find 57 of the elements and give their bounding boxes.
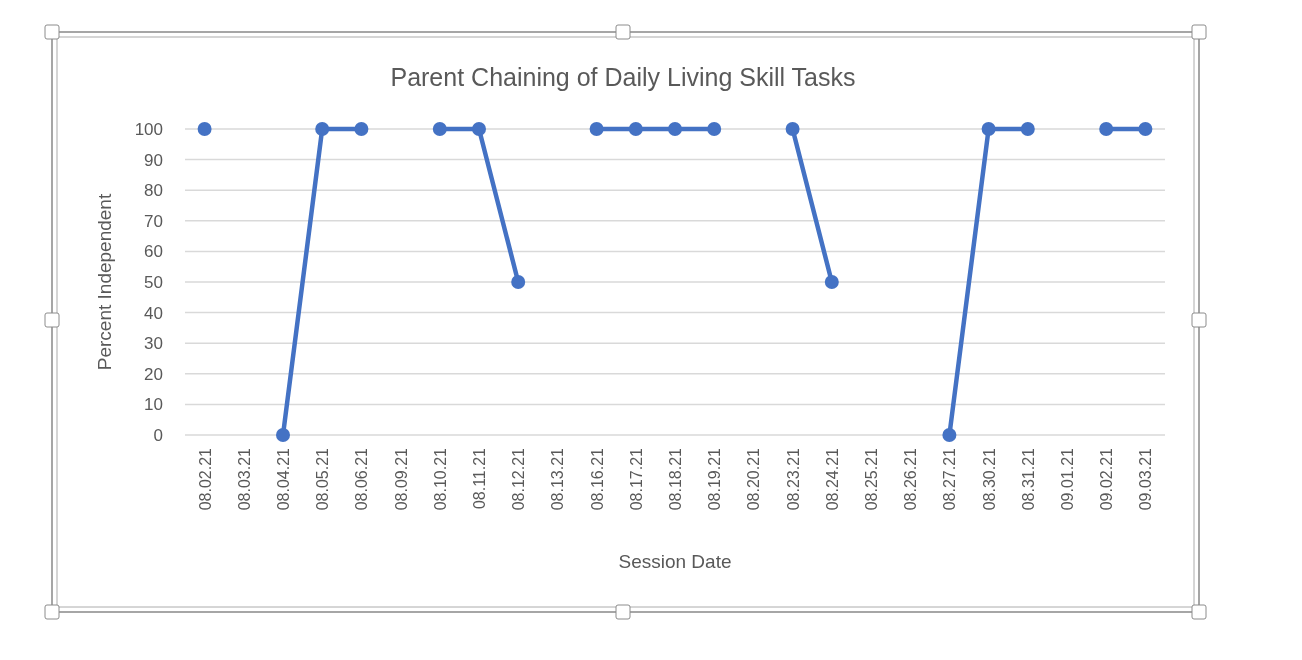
point — [1099, 122, 1114, 136]
x-tick-label: 08.20.21 — [745, 447, 763, 511]
x-tick-label: 08.30.21 — [980, 447, 998, 511]
point — [315, 122, 330, 136]
y-tick-label: 40 — [144, 303, 163, 323]
x-tick-label: 08.12.21 — [510, 447, 528, 511]
x-tick-label: 08.02.21 — [196, 447, 214, 511]
point — [276, 428, 290, 442]
y-tick-label: 90 — [144, 150, 163, 170]
point — [197, 122, 212, 136]
chart-title: Parent Chaining of Daily Living Skill Tasks — [390, 63, 856, 91]
y-tick-label: 30 — [144, 334, 163, 354]
x-tick-label: 08.10.21 — [431, 447, 449, 511]
x-tick-label: 08.11.21 — [471, 447, 488, 510]
x-tick-label: 08.03.21 — [235, 447, 253, 511]
point — [472, 122, 486, 136]
point — [981, 122, 996, 136]
x-tick-label: 09.01.21 — [1059, 447, 1076, 511]
y-tick-label: 10 — [144, 395, 163, 415]
point — [628, 122, 643, 136]
point — [785, 122, 800, 136]
point — [824, 275, 839, 289]
x-tick-label: 08.16.21 — [588, 447, 606, 511]
x-axis-title: Session Date — [618, 551, 732, 572]
y-tick-label: 20 — [144, 364, 163, 384]
point — [1138, 122, 1153, 136]
point — [432, 122, 447, 136]
x-tick-label: 08.13.21 — [549, 447, 567, 511]
point — [707, 122, 722, 136]
x-tick-label: 08.18.21 — [667, 447, 684, 511]
y-tick-label: 80 — [144, 181, 163, 201]
x-tick-label: 08.25.21 — [863, 447, 880, 511]
y-axis-title: Percent Independent — [94, 193, 115, 371]
x-tick-label: 08.24.21 — [823, 447, 841, 511]
x-tick-label: 08.05.21 — [314, 447, 332, 511]
y-tick-label: 100 — [134, 119, 163, 139]
y-tick-label: 60 — [144, 242, 163, 262]
x-tick-label: 09.02.21 — [1098, 447, 1116, 511]
y-tick-label: 50 — [144, 272, 163, 292]
x-tick-label: 08.19.21 — [706, 447, 724, 511]
x-tick-label: 08.27.21 — [941, 447, 959, 511]
x-tick-label: 08.26.21 — [902, 447, 920, 511]
x-tick-label: 08.31.21 — [1019, 447, 1037, 511]
point — [589, 122, 604, 136]
point — [942, 428, 957, 442]
point — [511, 275, 526, 289]
x-tick-label: 08.04.21 — [275, 447, 292, 511]
y-tick-label: 70 — [144, 211, 163, 231]
y-tick-label: 0 — [153, 425, 163, 445]
point — [668, 122, 682, 136]
x-tick-label: 08.06.21 — [353, 447, 371, 511]
x-tick-label: 08.17.21 — [627, 447, 645, 511]
point — [1020, 122, 1035, 136]
point — [354, 122, 369, 136]
x-tick-label: 08.09.21 — [392, 447, 410, 511]
x-tick-label: 08.23.21 — [784, 447, 802, 511]
x-tick-label: 09.03.21 — [1137, 447, 1155, 511]
